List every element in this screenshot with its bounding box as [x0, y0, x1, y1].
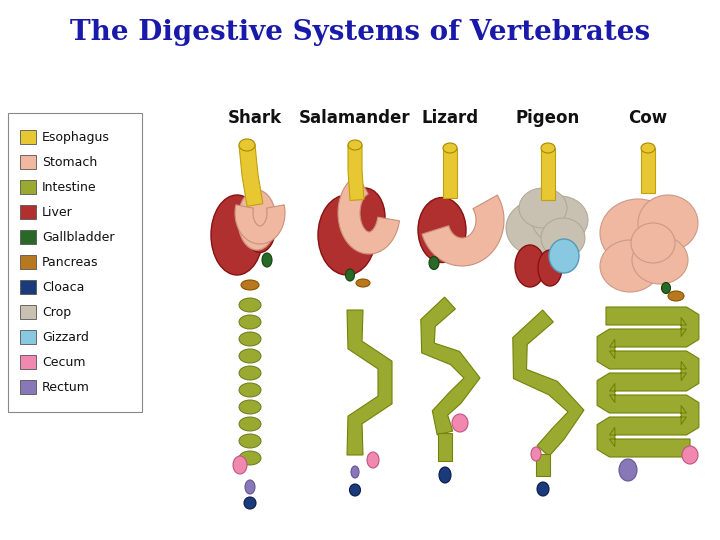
Ellipse shape [351, 466, 359, 478]
Polygon shape [347, 310, 392, 455]
Text: Cow: Cow [629, 109, 667, 127]
Polygon shape [422, 195, 504, 266]
Ellipse shape [239, 139, 255, 151]
Polygon shape [438, 433, 452, 461]
Ellipse shape [541, 143, 555, 153]
Ellipse shape [238, 190, 276, 250]
Ellipse shape [519, 188, 567, 228]
Bar [20, 305, 36, 319]
Text: Shark: Shark [228, 109, 282, 127]
Polygon shape [338, 175, 400, 254]
Bar [20, 180, 36, 194]
Ellipse shape [439, 467, 451, 483]
Ellipse shape [638, 195, 698, 251]
Ellipse shape [239, 332, 261, 346]
Ellipse shape [541, 218, 585, 258]
Ellipse shape [239, 315, 261, 329]
Text: Pigeon: Pigeon [516, 109, 580, 127]
Bar [20, 205, 36, 219]
Text: Liver: Liver [42, 206, 73, 219]
Ellipse shape [244, 497, 256, 509]
Ellipse shape [549, 239, 579, 273]
Text: Cecum: Cecum [42, 356, 86, 369]
Ellipse shape [538, 250, 562, 286]
Ellipse shape [631, 223, 675, 263]
Polygon shape [348, 145, 364, 200]
Ellipse shape [682, 446, 698, 464]
Text: Crop: Crop [42, 306, 71, 319]
Ellipse shape [452, 414, 468, 432]
Ellipse shape [367, 452, 379, 468]
Text: Pancreas: Pancreas [42, 256, 99, 269]
Ellipse shape [531, 447, 541, 461]
Ellipse shape [349, 484, 361, 496]
Text: Rectum: Rectum [42, 381, 90, 394]
Ellipse shape [211, 195, 263, 275]
Polygon shape [235, 205, 285, 244]
Ellipse shape [537, 482, 549, 496]
Text: Cloaca: Cloaca [42, 281, 84, 294]
Ellipse shape [506, 200, 570, 256]
Polygon shape [239, 144, 263, 206]
Ellipse shape [641, 143, 655, 153]
Polygon shape [536, 454, 550, 476]
Ellipse shape [632, 236, 688, 284]
Ellipse shape [239, 417, 261, 431]
Ellipse shape [239, 400, 261, 414]
Text: The Digestive Systems of Vertebrates: The Digestive Systems of Vertebrates [70, 18, 650, 45]
Ellipse shape [348, 140, 362, 150]
Ellipse shape [662, 282, 670, 294]
Bar [20, 255, 36, 269]
Ellipse shape [239, 298, 261, 312]
Bar [20, 230, 36, 244]
Ellipse shape [346, 269, 354, 281]
Text: Lizard: Lizard [421, 109, 479, 127]
Polygon shape [597, 307, 699, 457]
Ellipse shape [239, 383, 261, 397]
Text: Stomach: Stomach [42, 156, 97, 169]
Ellipse shape [318, 195, 376, 275]
Ellipse shape [239, 366, 261, 380]
Polygon shape [641, 148, 655, 193]
Ellipse shape [600, 240, 660, 292]
Bar [20, 280, 36, 294]
Ellipse shape [345, 188, 385, 246]
Bar [20, 330, 36, 344]
Ellipse shape [239, 349, 261, 363]
Polygon shape [420, 297, 480, 435]
Bar [20, 155, 36, 169]
Ellipse shape [241, 280, 259, 290]
Ellipse shape [600, 199, 676, 267]
Bar [20, 355, 36, 369]
Text: Salamander: Salamander [300, 109, 411, 127]
Polygon shape [443, 148, 457, 198]
Ellipse shape [262, 253, 272, 267]
Polygon shape [513, 310, 584, 456]
Ellipse shape [356, 279, 370, 287]
Ellipse shape [233, 456, 247, 474]
Polygon shape [541, 148, 555, 200]
Ellipse shape [429, 256, 439, 269]
Ellipse shape [418, 198, 466, 262]
Ellipse shape [239, 451, 261, 465]
Text: Gizzard: Gizzard [42, 331, 89, 344]
Ellipse shape [532, 196, 588, 244]
Bar [20, 130, 36, 144]
Ellipse shape [443, 143, 457, 153]
Ellipse shape [515, 245, 545, 287]
Ellipse shape [239, 434, 261, 448]
Text: Esophagus: Esophagus [42, 131, 110, 144]
Ellipse shape [668, 291, 684, 301]
Text: Intestine: Intestine [42, 181, 96, 194]
Ellipse shape [244, 198, 276, 253]
Ellipse shape [245, 480, 255, 494]
FancyBboxPatch shape [8, 113, 142, 412]
Text: Gallbladder: Gallbladder [42, 231, 114, 244]
Ellipse shape [619, 459, 637, 481]
Bar [20, 380, 36, 394]
